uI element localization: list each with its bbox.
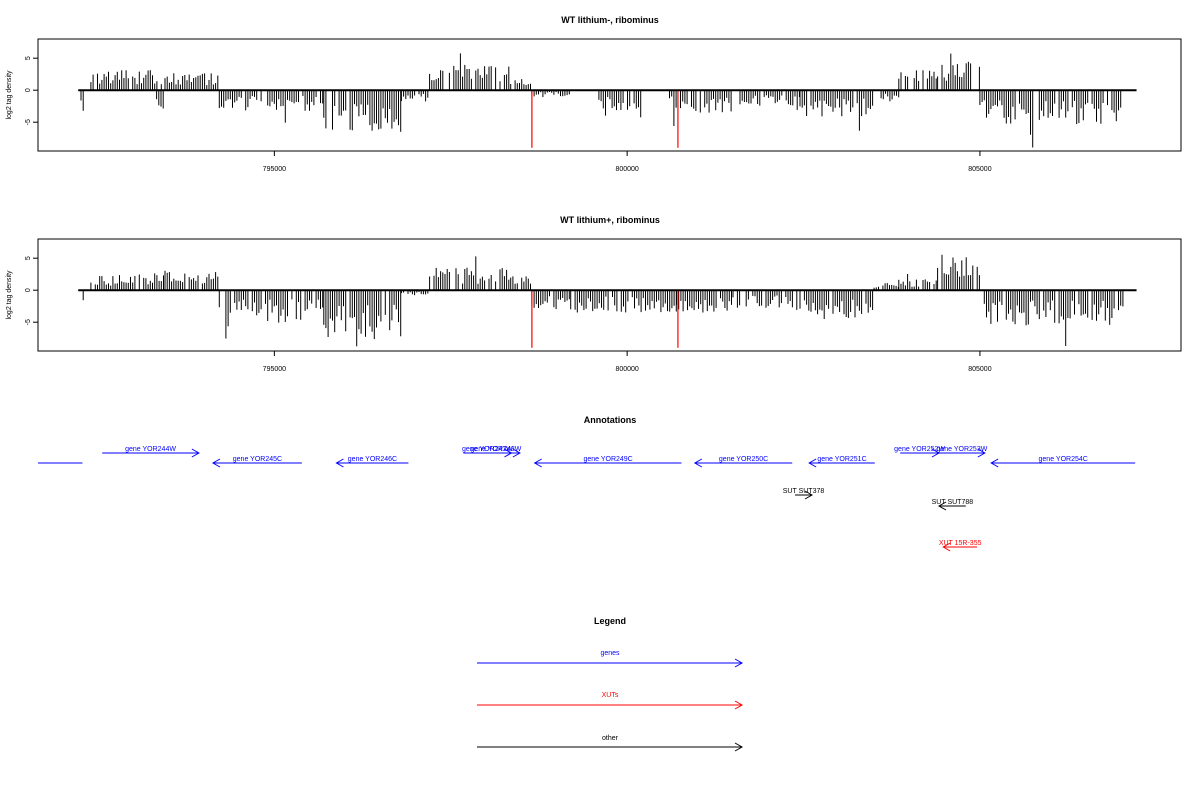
annotation-feature: gene YOR250C (693, 456, 793, 468)
feature-label: SUT SUT378 (783, 488, 825, 495)
feature-arrowhead (512, 448, 521, 458)
x-tick-label: 805000 (968, 366, 991, 373)
feature-label: gene YOR249C (583, 456, 632, 463)
y-tick-label: 0 (25, 88, 32, 92)
annotation-feature: XUT 15R-355 (939, 540, 982, 552)
annotation-features: gene YOR244W gene YOR245C gene YOR246C gene… (38, 446, 1136, 552)
legend-title: Legend (594, 616, 626, 626)
track-panel-lithium-minus: WT lithium-, ribominus log2 tag density … (6, 15, 1182, 173)
feature-label: gene YOR247W (462, 446, 513, 453)
bars-lithium-plus (82, 254, 1124, 347)
feature-label: SUT SUT788 (932, 499, 974, 506)
annotation-feature: gene YOR251C (808, 456, 875, 468)
feature-arrowhead (937, 501, 947, 511)
feature-arrowhead (808, 458, 817, 468)
y-tick-label: -5 (25, 119, 32, 125)
feature-arrowhead (990, 458, 999, 468)
y-tick-label: 0 (25, 288, 32, 292)
x-axis-lithium-plus: 795000 800000 805000 (263, 351, 992, 373)
panel-title-lithium-minus: WT lithium-, ribominus (561, 15, 659, 25)
y-axis-lithium-minus: -5 0 5 (25, 56, 38, 125)
feature-arrowhead (533, 458, 542, 468)
bars-lithium-minus (80, 53, 1122, 148)
red-markers-lithium-plus (531, 290, 679, 348)
legend-item-xuts: XUTs (477, 692, 744, 710)
feature-label: gene YOR246C (348, 456, 397, 463)
legend-item-genes: genes (477, 650, 744, 668)
y-tick-label: 5 (25, 56, 32, 60)
feature-label: XUT 15R-355 (939, 540, 982, 547)
y-axis-label-lithium-plus: log2 tag density (6, 270, 13, 320)
y-axis-lithium-plus: -5 0 5 (25, 256, 38, 325)
annotation-feature: gene YOR246C (335, 456, 409, 468)
legend-label-genes: genes (600, 650, 620, 657)
annotation-feature: gene YOR249C (533, 456, 682, 468)
feature-label: gene YOR253W (936, 446, 987, 453)
annotations-title: Annotations (584, 415, 637, 425)
red-markers-lithium-minus (531, 90, 679, 148)
panel-title-lithium-plus: WT lithium+, ribominus (560, 215, 660, 225)
feature-arrowhead (693, 458, 703, 468)
legend-panel: Legend genes XUTs other (477, 616, 744, 752)
x-tick-label: 795000 (263, 166, 286, 173)
feature-arrowhead (804, 490, 814, 500)
feature-label: gene YOR248W (470, 446, 521, 453)
y-axis-label-lithium-minus: log2 tag density (6, 70, 13, 120)
feature-label: gene YOR244W (125, 446, 176, 453)
y-tick-label: 5 (25, 256, 32, 260)
feature-arrowhead (335, 458, 344, 468)
annotation-feature: gene YOR253W (936, 446, 988, 458)
feature-label: gene YOR251C (817, 456, 866, 463)
legend-arrowhead-genes (734, 658, 744, 668)
feature-arrowhead (942, 542, 951, 552)
feature-label: gene YOR245C (233, 456, 282, 463)
x-axis-lithium-minus: 795000 800000 805000 (263, 151, 992, 173)
annotation-feature: SUT SUT788 (932, 499, 974, 511)
legend-arrowhead-xuts (734, 700, 744, 710)
annotation-feature: SUT SUT378 (783, 488, 825, 500)
annotation-feature: gene YOR254C (990, 456, 1136, 468)
y-tick-label: -5 (25, 319, 32, 325)
feature-label: gene YOR254C (1039, 456, 1088, 463)
x-tick-label: 800000 (615, 366, 638, 373)
feature-label: gene YOR250C (719, 456, 768, 463)
x-tick-label: 795000 (263, 366, 286, 373)
legend-arrowhead-other (734, 742, 744, 752)
annotation-feature: gene YOR245C (211, 456, 302, 468)
annotation-feature: gene YOR244W (102, 446, 200, 458)
annotation-feature: gene YOR248W (470, 446, 522, 458)
feature-arrowhead (977, 448, 986, 458)
legend-label-other: other (602, 735, 619, 742)
feature-label: gene YOR252W (894, 446, 945, 453)
plot-frame-lithium-minus (37, 38, 1182, 152)
x-tick-label: 805000 (968, 166, 991, 173)
track-panel-lithium-plus: WT lithium+, ribominus log2 tag density … (6, 215, 1182, 373)
legend-item-other: other (477, 735, 744, 752)
feature-arrowhead (211, 458, 221, 468)
x-tick-label: 800000 (615, 166, 638, 173)
legend-label-xuts: XUTs (602, 692, 619, 699)
feature-arrowhead (191, 448, 200, 458)
plot-frame-lithium-plus (37, 238, 1182, 352)
